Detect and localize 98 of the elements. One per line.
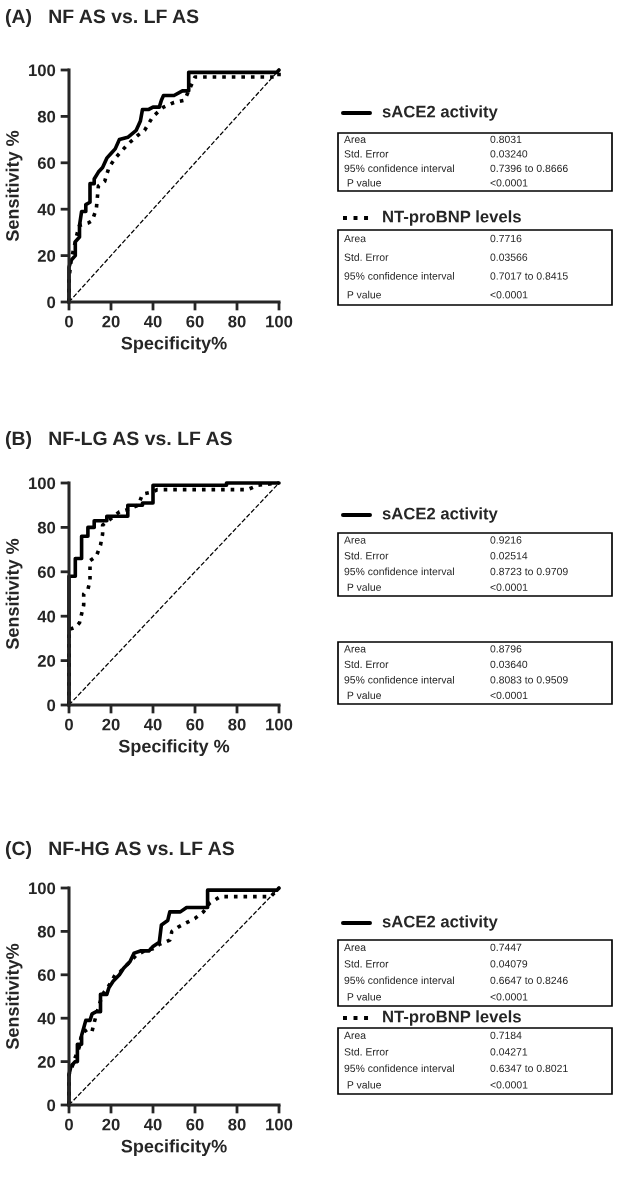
text: 95% confidence interval	[344, 567, 454, 576]
text: 0.6647 to 0.8246	[490, 976, 568, 985]
y-tick-label: 80	[37, 925, 56, 938]
y-tick-label: 0	[47, 296, 56, 309]
x-tick-label: 20	[102, 315, 120, 328]
legend-label: sACE2 activity	[382, 915, 498, 931]
text: 0.8031	[490, 135, 522, 144]
text: P value	[347, 992, 381, 1001]
text: 95% confidence interval	[344, 164, 454, 173]
text: 0.03566	[490, 253, 528, 261]
text: P value	[347, 290, 381, 299]
text: Std. Error	[344, 253, 389, 261]
x-tick-label: 20	[102, 718, 120, 731]
text: P value	[347, 178, 381, 187]
text: 0.03640	[490, 660, 528, 669]
text: Std. Error	[344, 551, 389, 560]
y-tick-label: 100	[29, 477, 56, 490]
x-tick-label: 100	[266, 718, 293, 731]
y-tick-label: 80	[37, 521, 56, 534]
y-tick-label: 40	[37, 203, 56, 216]
y-tick-label: 40	[37, 610, 56, 623]
y-tick-label: 20	[37, 1056, 56, 1068]
y-tick-label: 100	[29, 882, 56, 895]
y-tick-label: 0	[47, 1099, 56, 1112]
text: P value	[347, 691, 381, 700]
y-tick-label: 0	[47, 699, 56, 712]
text: 0.7716	[490, 234, 522, 243]
text: 0.9216	[490, 536, 522, 544]
y-axis-title: Sensitivity %	[5, 130, 23, 242]
x-axis-title: Specificity%	[121, 336, 227, 354]
y-axis-title: Sensitivity %	[5, 538, 23, 650]
text: Area	[344, 645, 366, 653]
y-tick-label: 80	[37, 110, 56, 123]
text: P value	[347, 1080, 381, 1089]
text: Area	[344, 234, 366, 243]
text: 0.6347 to 0.8021	[490, 1064, 568, 1073]
text: 0.04079	[490, 960, 528, 968]
x-tick-label: 0	[65, 1118, 73, 1131]
text: 0.02514	[490, 552, 528, 560]
y-tick-label: 60	[37, 157, 56, 169]
text: 0.03240	[490, 150, 528, 158]
x-axis-title: Specificity %	[118, 739, 230, 757]
text: Std. Error	[344, 660, 389, 669]
text: Area	[344, 1031, 366, 1040]
chart-title: (A) NF AS vs. LF AS	[5, 8, 199, 28]
text: 0.8083 to 0.9509	[490, 676, 568, 684]
text: P value	[347, 583, 381, 591]
text: 0.7017 to 0.8415	[490, 272, 568, 280]
x-tick-label: 80	[228, 315, 246, 328]
x-tick-label: 40	[143, 718, 162, 731]
x-tick-label: 40	[143, 315, 162, 328]
chart-title: (B) NF-LG AS vs. LF AS	[5, 430, 232, 450]
y-tick-label: 100	[29, 64, 56, 77]
x-tick-label: 20	[102, 1118, 120, 1131]
x-tick-label: 100	[266, 315, 293, 328]
y-tick-label: 20	[37, 655, 56, 667]
x-tick-label: 60	[186, 718, 204, 731]
text: Area	[344, 943, 366, 952]
legend-label: sACE2 activity	[382, 105, 498, 121]
text: Std. Error	[344, 959, 389, 968]
x-tick-label: 0	[65, 718, 73, 731]
text: 95% confidence interval	[344, 976, 454, 985]
chart-title: (C) NF-HG AS vs. LF AS	[5, 840, 234, 860]
text: 0.7184	[490, 1031, 522, 1040]
y-tick-label: 60	[37, 969, 56, 981]
x-tick-label: 0	[65, 315, 73, 328]
y-tick-label: 60	[37, 566, 56, 578]
text: Std. Error	[344, 149, 389, 158]
x-tick-label: 60	[186, 315, 204, 328]
text: 0.8723 to 0.9709	[490, 567, 568, 576]
y-axis-title: Sensitivity%	[5, 943, 23, 1050]
x-tick-label: 80	[228, 718, 246, 731]
text: <0.0001	[490, 993, 528, 1001]
x-tick-label: 80	[228, 1118, 246, 1131]
text: Area	[344, 135, 366, 144]
text: 95% confidence interval	[344, 272, 454, 280]
text: 0.7396 to 0.8666	[490, 164, 568, 173]
text: <0.0001	[490, 179, 528, 187]
text: 0.8796	[490, 645, 522, 653]
legend-label: NT-proBNP levels	[383, 210, 521, 226]
text: 0.7447	[490, 943, 522, 952]
y-tick-label: 40	[37, 1012, 56, 1025]
x-tick-label: 40	[143, 1118, 162, 1131]
text: <0.0001	[490, 583, 528, 591]
text: <0.0001	[490, 1081, 528, 1089]
text: Std. Error	[344, 1047, 389, 1056]
y-tick-label: 20	[37, 250, 56, 262]
x-tick-label: 100	[266, 1118, 293, 1131]
text: <0.0001	[490, 291, 528, 299]
text: 95% confidence interval	[344, 675, 454, 684]
x-axis-title: Specificity%	[121, 1139, 227, 1157]
legend-label: NT-proBNP levels	[383, 1010, 521, 1026]
text: 0.04271	[490, 1048, 528, 1056]
legend-label: sACE2 activity	[382, 507, 498, 523]
text: Area	[344, 536, 366, 544]
text: 95% confidence interval	[344, 1064, 454, 1073]
text: <0.0001	[490, 691, 528, 700]
x-tick-label: 60	[186, 1118, 204, 1131]
